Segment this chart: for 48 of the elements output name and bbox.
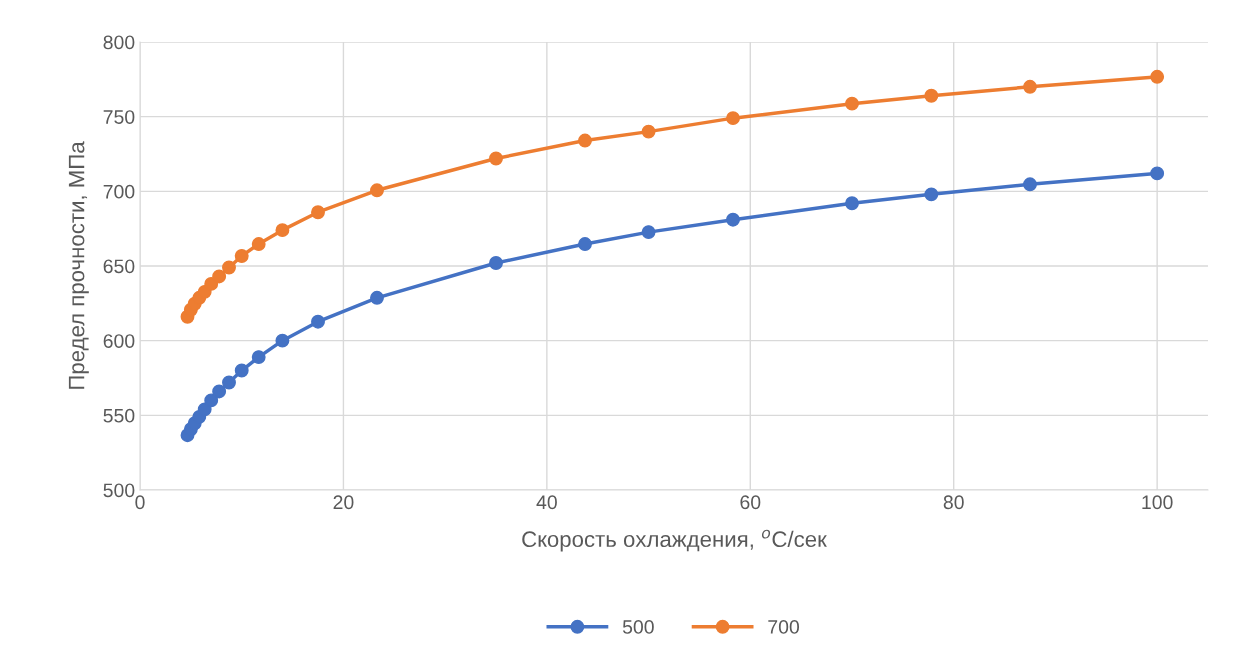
point xyxy=(234,363,249,378)
point xyxy=(251,237,266,251)
point xyxy=(845,196,859,211)
x-tick-label: 60 xyxy=(740,495,761,510)
point xyxy=(1150,166,1165,181)
y-tick-label: 650 xyxy=(103,259,135,274)
legend-label: 500 xyxy=(622,620,654,634)
x-tick-label: 0 xyxy=(135,495,145,510)
y-tick-label: 800 xyxy=(103,35,135,50)
y-tick-label: 500 xyxy=(103,483,135,498)
point xyxy=(641,124,656,139)
x-tick-label: 20 xyxy=(333,495,354,510)
point xyxy=(234,249,249,263)
point xyxy=(212,384,227,399)
point xyxy=(275,333,290,348)
point xyxy=(845,96,859,111)
point xyxy=(222,260,236,275)
point xyxy=(204,393,219,408)
point xyxy=(726,212,740,227)
point xyxy=(578,133,592,148)
legend-label: 700 xyxy=(768,620,800,634)
x-tick-label: 100 xyxy=(1142,495,1173,510)
y-axis-title: Предел прочности, МПа xyxy=(68,141,89,389)
x-axis-title: Скорость охлаждения, $^{o}$C/сек xyxy=(522,529,827,552)
point xyxy=(311,314,325,329)
point xyxy=(924,88,939,103)
point xyxy=(212,269,227,284)
point xyxy=(370,290,384,305)
point xyxy=(726,111,740,126)
point xyxy=(1150,69,1165,84)
y-tick-label: 600 xyxy=(103,334,135,348)
point xyxy=(1023,79,1037,94)
point xyxy=(222,375,236,390)
point xyxy=(924,187,939,202)
point xyxy=(578,237,592,251)
x-tick-label: 80 xyxy=(943,495,964,510)
x-tick-label: 40 xyxy=(536,495,557,510)
point xyxy=(1023,177,1037,192)
point xyxy=(370,183,384,198)
point xyxy=(311,205,325,220)
y-tick-label: 700 xyxy=(103,184,135,199)
y-tick-label: 750 xyxy=(103,110,135,124)
point xyxy=(275,223,290,238)
point xyxy=(641,225,656,240)
point xyxy=(489,151,503,166)
point xyxy=(251,350,266,365)
y-tick-label: 550 xyxy=(103,408,135,423)
point xyxy=(489,256,503,270)
